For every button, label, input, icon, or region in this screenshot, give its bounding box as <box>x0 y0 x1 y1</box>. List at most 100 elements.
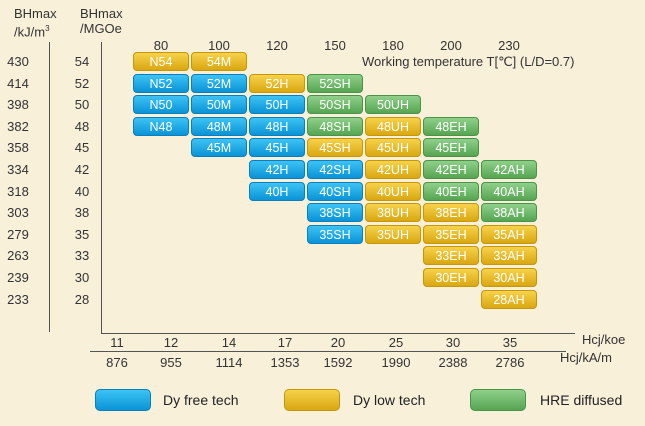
hcj-kam-axis-title: Hcj/kA/m <box>560 350 612 365</box>
grade-cell-38ah: 38AH <box>481 203 537 223</box>
bhmax-mgoe-tick: 52 <box>74 75 90 91</box>
bhmax-kj-title: BHmax <box>14 6 57 21</box>
bottom-axis-line <box>101 333 575 334</box>
grade-cell-48sh: 48SH <box>307 116 363 136</box>
grade-cell-52sh: 52SH <box>307 73 363 93</box>
hcj-kam-tick: 1114 <box>215 355 243 370</box>
bhmax-kj-unit: /kJ/m3 <box>14 24 50 40</box>
grade-cell-40h: 40H <box>249 181 305 201</box>
grade-cell-40eh: 40EH <box>423 181 479 201</box>
hcj-koe-tick: 20 <box>330 335 346 350</box>
temperature-tick: 100 <box>208 38 230 53</box>
grade-cell-30eh: 30EH <box>423 268 479 287</box>
legend-swatch-hre <box>470 389 526 411</box>
grade-cell-35ah: 35AH <box>481 224 537 244</box>
bhmax-kj-tick: 358 <box>7 140 29 156</box>
hcj-kam-tick: 1592 <box>323 355 353 370</box>
bhmax-kj-tick: 303 <box>7 205 29 221</box>
left-axis-line <box>49 42 50 332</box>
grade-cell-35sh: 35SH <box>307 224 363 244</box>
grade-cell-45sh: 45SH <box>307 138 363 158</box>
hcj-koe-tick: 30 <box>445 335 461 350</box>
grade-cell-n50: N50 <box>133 95 189 115</box>
legend-label-dy-low: Dy low tech <box>353 392 426 408</box>
grade-cell-50uh: 50UH <box>365 95 421 115</box>
hcj-kam-tick: 955 <box>160 355 182 370</box>
grade-cell-38uh: 38UH <box>365 203 421 223</box>
bhmax-kj-tick: 263 <box>7 248 29 264</box>
hcj-kam-tick: 1353 <box>270 355 300 370</box>
grade-cell-33ah: 33AH <box>481 246 537 266</box>
hcj-kam-tick: 2786 <box>495 355 525 370</box>
bhmax-kj-tick: 318 <box>7 183 29 199</box>
grade-cell-42ah: 42AH <box>481 160 537 179</box>
hcj-koe-tick: 14 <box>221 335 237 350</box>
hcj-koe-tick: 17 <box>277 335 293 350</box>
temperature-tick: 180 <box>382 38 404 53</box>
grade-cell-42uh: 42UH <box>365 160 421 179</box>
grade-cell-45uh: 45UH <box>365 138 421 158</box>
grade-cell-40ah: 40AH <box>481 181 537 201</box>
hcj-koe-tick: 12 <box>163 335 179 350</box>
grade-cell-54m: 54M <box>191 52 247 71</box>
temperature-tick: 230 <box>498 38 520 53</box>
grade-cell-40uh: 40UH <box>365 181 421 201</box>
grade-cell-42sh: 42SH <box>307 160 363 179</box>
grade-cell-n54: N54 <box>133 52 189 71</box>
grade-cell-40sh: 40SH <box>307 181 363 201</box>
inner-axis-line <box>101 42 102 334</box>
bhmax-kj-tick: 430 <box>7 54 29 69</box>
grade-cell-52m: 52M <box>191 73 247 93</box>
grade-cell-48h: 48H <box>249 116 305 136</box>
grade-cell-n48: N48 <box>133 116 189 136</box>
legend-swatch-dy-low <box>284 389 340 411</box>
grade-cell-45h: 45H <box>249 138 305 158</box>
grade-cell-38eh: 38EH <box>423 203 479 223</box>
temperature-tick: 120 <box>266 38 288 53</box>
bhmax-mgoe-unit: /MGOe <box>80 21 122 36</box>
bhmax-mgoe-tick: 50 <box>74 97 90 113</box>
bhmax-kj-tick: 414 <box>7 75 29 91</box>
hcj-kam-tick: 2388 <box>438 355 468 370</box>
hcj-koe-tick: 25 <box>388 335 404 350</box>
grade-cell-48m: 48M <box>191 116 247 136</box>
temperature-axis-title: Working temperature T[℃] (L/D=0.7) <box>362 54 575 69</box>
grade-cell-45m: 45M <box>191 138 247 158</box>
grade-cell-50m: 50M <box>191 95 247 115</box>
grade-cell-50sh: 50SH <box>307 95 363 115</box>
bhmax-mgoe-tick: 28 <box>74 291 90 307</box>
bhmax-kj-tick: 334 <box>7 162 29 177</box>
hcj-koe-tick: 35 <box>502 335 518 350</box>
grade-cell-52h: 52H <box>249 73 305 93</box>
grade-cell-38sh: 38SH <box>307 203 363 223</box>
grade-cell-50h: 50H <box>249 95 305 115</box>
bhmax-kj-tick: 233 <box>7 291 29 307</box>
bhmax-kj-tick: 239 <box>7 270 29 285</box>
bhmax-mgoe-tick: 33 <box>74 248 90 264</box>
grade-cell-42h: 42H <box>249 160 305 179</box>
bhmax-kj-header: BHmax /kJ/m3 <box>14 6 57 39</box>
temperature-tick: 200 <box>440 38 462 53</box>
bhmax-mgoe-tick: 35 <box>74 226 90 242</box>
grade-cell-42eh: 42EH <box>423 160 479 179</box>
grade-cell-n52: N52 <box>133 73 189 93</box>
hcj-kam-tick: 1990 <box>381 355 411 370</box>
grade-cell-28ah: 28AH <box>481 289 537 309</box>
bhmax-kj-tick: 398 <box>7 97 29 113</box>
hcj-kam-tick: 876 <box>106 355 128 370</box>
grade-cell-48eh: 48EH <box>423 116 479 136</box>
bhmax-kj-tick: 382 <box>7 118 29 134</box>
grade-cell-48uh: 48UH <box>365 116 421 136</box>
grade-cell-30ah: 30AH <box>481 268 537 287</box>
grade-cell-35uh: 35UH <box>365 224 421 244</box>
temperature-tick: 150 <box>324 38 346 53</box>
bhmax-mgoe-tick: 40 <box>74 183 90 199</box>
hcj-koe-tick: 11 <box>110 335 124 350</box>
grade-cell-33eh: 33EH <box>423 246 479 266</box>
hcj-koe-axis-title: Hcj/koe <box>582 332 626 347</box>
bhmax-mgoe-tick: 38 <box>74 205 90 221</box>
bhmax-mgoe-tick: 30 <box>74 270 90 285</box>
legend-label-dy-free: Dy free tech <box>163 392 239 408</box>
grade-cell-45eh: 45EH <box>423 138 479 158</box>
